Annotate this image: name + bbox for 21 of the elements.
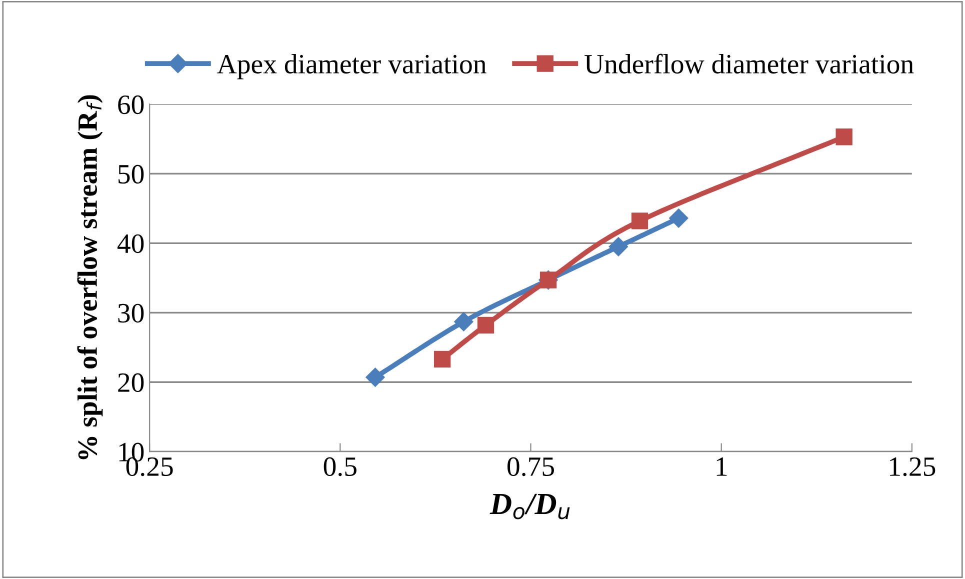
- legend-label: Apex diameter variation: [217, 54, 486, 80]
- x-tick-label: 0.75: [508, 457, 554, 476]
- point: [434, 350, 451, 368]
- point: [454, 312, 474, 332]
- x-tick-label: 0.5: [324, 457, 356, 476]
- y-tick-label: 40: [117, 234, 144, 254]
- y-axis-title: % split of overflow stream (R$_{f}$): [77, 95, 103, 460]
- legend-label: Underflow diameter variation: [584, 54, 914, 74]
- y-tick-label: 30: [118, 304, 144, 323]
- point: [836, 128, 852, 146]
- y-tick-label: 20: [118, 373, 144, 392]
- y-tick-label: 50: [118, 164, 144, 184]
- x-tick-label: 1.25: [890, 457, 936, 476]
- point: [669, 208, 688, 228]
- x-tick-label: 1: [716, 457, 727, 476]
- point: [631, 212, 648, 230]
- x-axis-title: D$_{o}$/D$_{u}$: [490, 494, 570, 520]
- point: [477, 316, 494, 334]
- point: [366, 368, 385, 387]
- y-tick-label: 60: [118, 95, 144, 114]
- point: [608, 237, 628, 256]
